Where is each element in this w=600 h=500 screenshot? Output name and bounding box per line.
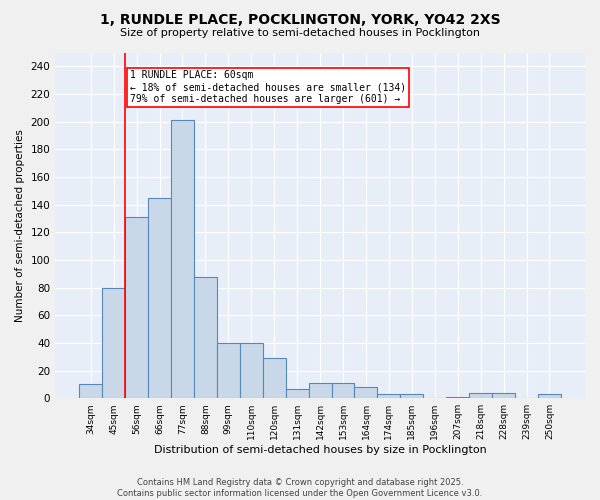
Bar [538,394,561,398]
Bar [125,217,148,398]
Bar [171,120,194,398]
Bar [355,387,377,398]
Bar [263,358,286,398]
Text: Contains HM Land Registry data © Crown copyright and database right 2025.
Contai: Contains HM Land Registry data © Crown c… [118,478,482,498]
Bar [308,383,332,398]
Text: 1, RUNDLE PLACE, POCKLINGTON, YORK, YO42 2XS: 1, RUNDLE PLACE, POCKLINGTON, YORK, YO42… [100,12,500,26]
X-axis label: Distribution of semi-detached houses by size in Pocklington: Distribution of semi-detached houses by … [154,445,487,455]
Text: Size of property relative to semi-detached houses in Pocklington: Size of property relative to semi-detach… [120,28,480,38]
Bar [400,394,423,398]
Bar [102,288,125,398]
Bar [148,198,171,398]
Bar [240,343,263,398]
Y-axis label: Number of semi-detached properties: Number of semi-detached properties [15,129,25,322]
Bar [194,276,217,398]
Bar [377,394,400,398]
Bar [492,392,515,398]
Bar [332,383,355,398]
Text: 1 RUNDLE PLACE: 60sqm
← 18% of semi-detached houses are smaller (134)
79% of sem: 1 RUNDLE PLACE: 60sqm ← 18% of semi-deta… [130,70,406,104]
Bar [217,343,240,398]
Bar [79,384,102,398]
Bar [469,392,492,398]
Bar [286,388,308,398]
Bar [446,397,469,398]
